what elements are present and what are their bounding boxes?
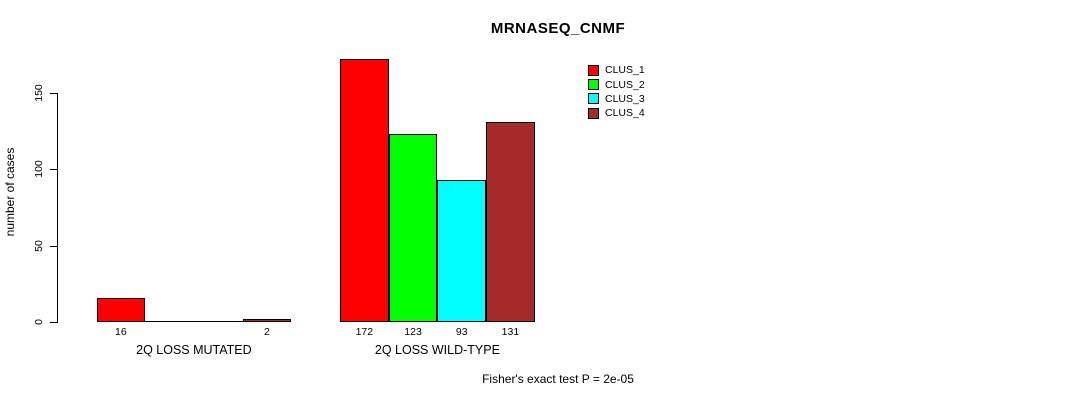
legend-label: CLUS_3 [605,92,645,105]
bar-clus-4 [242,318,292,322]
category-label: 2Q LOSS WILD-TYPE [374,343,500,357]
bar-clus-1 [96,297,146,322]
legend-swatch-icon [588,64,599,76]
y-tick-mark [50,93,57,94]
y-tick-label: 50 [33,239,45,252]
y-axis-line [57,93,58,323]
y-tick-label: 0 [33,319,45,325]
legend-swatch-icon [588,93,599,105]
bar-clus-4 [486,122,535,322]
y-axis-label: number of cases [3,147,17,237]
bar-clus-1 [340,59,389,322]
legend-label: CLUS_1 [605,64,645,77]
bar-value-label: 2 [264,326,270,338]
y-tick-mark [50,169,57,171]
category-label: 2Q LOSS MUTATED [136,343,252,357]
y-tick-mark [50,245,57,247]
bar-clus-2 [388,134,438,322]
legend-label: CLUS_4 [605,107,645,120]
legend-swatch-icon [588,107,599,119]
y-tick-label: 150 [33,84,45,102]
legend-item: CLUS_1 [588,63,645,77]
chart-title: MRNASEQ_CNMF [490,20,626,37]
fisher-test-annotation: Fisher's exact test P = 2e-05 [482,372,634,386]
legend-item: CLUS_4 [588,106,645,120]
legend-label: CLUS_2 [605,78,645,91]
bar-value-label: 131 [501,326,520,338]
bar-clus-3 [437,180,487,322]
bar-value-label: 123 [404,326,422,338]
bar-value-label: 93 [455,326,468,338]
legend-swatch-icon [588,79,599,91]
bar-value-label: 172 [355,326,374,338]
y-tick-mark [50,322,57,323]
bar-clus-3-zero [193,321,243,322]
bar-value-label: 16 [115,326,127,338]
legend-item: CLUS_3 [588,92,645,106]
y-tick-label: 100 [33,160,45,179]
bar-clus-2-zero [145,321,194,322]
legend-item: CLUS_2 [588,77,645,91]
legend: CLUS_1 CLUS_2 CLUS_3 CLUS_4 [588,63,645,121]
